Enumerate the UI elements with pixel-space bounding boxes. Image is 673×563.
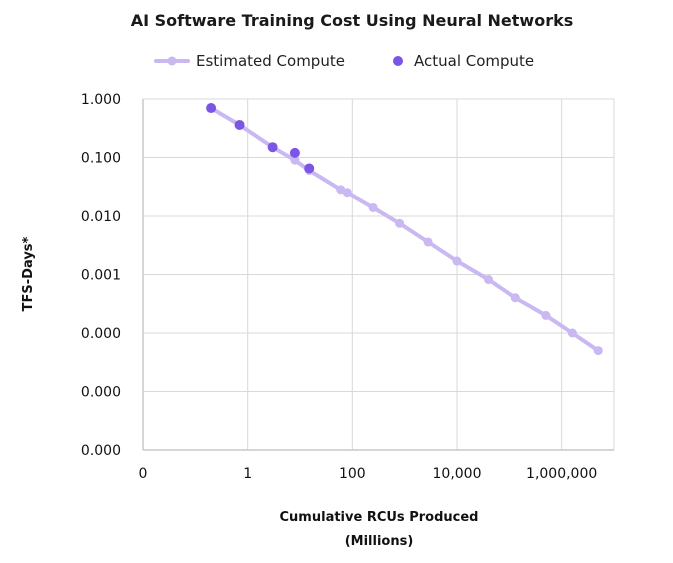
legend: Estimated Compute Actual Compute xyxy=(154,52,534,70)
estimated-compute-point xyxy=(423,237,433,247)
x-axis-label: Cumulative RCUs Produced xyxy=(280,510,479,525)
grid xyxy=(143,98,615,451)
x-tick-label: 0 xyxy=(139,466,148,482)
legend-estimated-label: Estimated Compute xyxy=(196,52,345,70)
estimated-compute-point xyxy=(395,218,405,228)
y-tick-label: 0.001 xyxy=(81,268,121,284)
y-tick-label: 0.010 xyxy=(81,209,121,225)
estimated-compute-line xyxy=(209,106,601,353)
y-ticks: 1.000 0.100 0.010 0.001 0.000 0.000 0.000 xyxy=(81,92,121,459)
x-tick-label: 1 xyxy=(243,466,252,482)
actual-compute-point xyxy=(234,119,245,130)
series-estimated-compute xyxy=(206,103,603,356)
chart-title: AI Software Training Cost Using Neural N… xyxy=(131,11,574,30)
y-tick-label: 0.000 xyxy=(81,443,121,459)
x-tick-label: 100 xyxy=(339,466,366,482)
actual-compute-point xyxy=(206,103,217,114)
legend-estimated-marker xyxy=(167,56,177,66)
x-axis-label-units: (Millions) xyxy=(345,534,414,549)
x-tick-label: 1,000,000 xyxy=(526,466,597,482)
estimated-compute-point xyxy=(452,256,462,266)
x-ticks: 0 1 100 10,000 1,000,000 xyxy=(139,466,598,482)
estimated-compute-point xyxy=(484,275,494,285)
y-tick-label: 0.000 xyxy=(81,385,121,401)
estimated-compute-point xyxy=(593,346,603,356)
estimated-compute-point xyxy=(368,202,378,212)
y-tick-label: 1.000 xyxy=(81,92,121,108)
actual-compute-point xyxy=(304,163,315,174)
axes xyxy=(142,99,614,451)
estimated-compute-point xyxy=(567,328,577,338)
actual-compute-point xyxy=(289,147,300,158)
y-axis-label: TFS-Days* xyxy=(21,236,36,311)
legend-actual-label: Actual Compute xyxy=(414,52,534,70)
y-tick-label: 0.100 xyxy=(81,151,121,167)
estimated-compute-point xyxy=(541,310,551,320)
legend-actual-marker xyxy=(393,56,403,66)
estimated-compute-point xyxy=(342,188,352,198)
estimated-compute-point xyxy=(290,155,300,165)
x-tick-label: 10,000 xyxy=(433,466,482,482)
actual-compute-point xyxy=(267,142,278,153)
y-tick-label: 0.000 xyxy=(81,326,121,342)
series-actual-compute xyxy=(206,103,315,174)
estimated-compute-point xyxy=(510,293,520,303)
